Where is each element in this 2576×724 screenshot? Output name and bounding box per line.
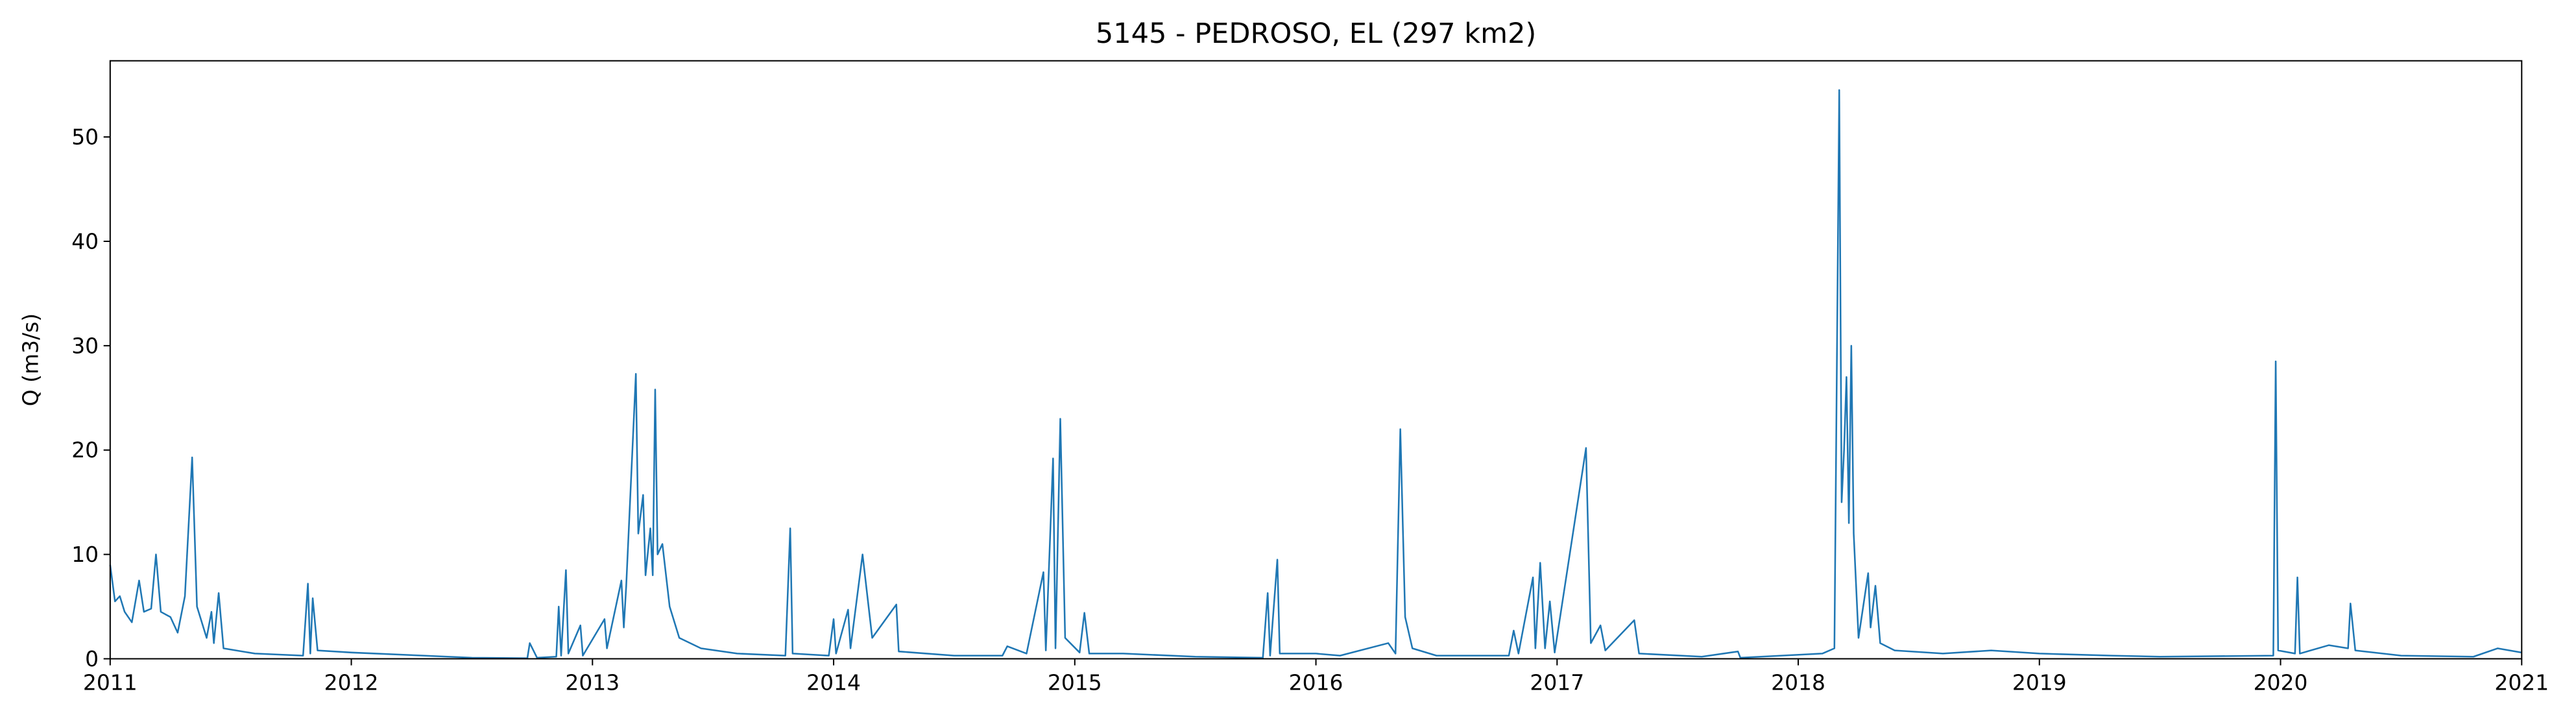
plot-frame (109, 60, 2523, 660)
x-tick-label: 2015 (1048, 670, 1102, 695)
series-line (109, 89, 2522, 659)
y-tick-label: 10 (71, 542, 99, 567)
y-tick-label: 0 (85, 646, 99, 671)
x-tick-label: 2011 (83, 670, 138, 695)
x-tick-label: 2019 (2012, 670, 2067, 695)
x-tick-label: 2016 (1289, 670, 1343, 695)
y-tick-label: 20 (71, 437, 99, 463)
x-tick-label: 2017 (1530, 670, 1584, 695)
y-tick-label: 50 (71, 125, 99, 150)
x-tick-label: 2020 (2254, 670, 2308, 695)
y-axis-label: Q (m3/s) (18, 313, 43, 406)
x-tick-label: 2012 (324, 670, 379, 695)
x-tick-label: 2014 (806, 670, 861, 695)
x-tick-label: 2013 (565, 670, 620, 695)
x-tick-label: 2021 (2494, 670, 2549, 695)
y-tick-label: 30 (71, 333, 99, 358)
y-tick-label: 40 (71, 228, 99, 254)
x-tick-label: 2018 (1771, 670, 1825, 695)
chart-title: 5145 - PEDROSO, EL (297 km2) (1096, 18, 1536, 50)
